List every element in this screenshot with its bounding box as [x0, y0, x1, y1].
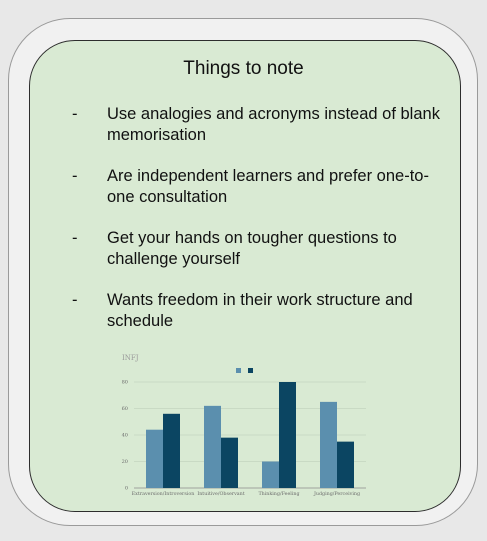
notes-card — [29, 40, 461, 512]
card-title: Things to note — [183, 58, 304, 79]
dash-bullet: - — [72, 167, 78, 185]
note-item: - Are independent learners and prefer on… — [72, 166, 452, 208]
y-tick-label: 60 — [122, 406, 128, 412]
x-category-label: Judging/Perceiving — [313, 491, 360, 497]
y-tick-label: 20 — [122, 459, 128, 465]
note-text: Wants freedom in their work structure an… — [107, 291, 413, 330]
dash-bullet: - — [72, 291, 78, 309]
note-text: Get your hands on tougher questions to c… — [107, 229, 397, 268]
y-tick-label: 80 — [122, 380, 128, 386]
dash-bullet: - — [72, 105, 78, 123]
x-category-label: Extraversion/Introversion — [132, 491, 195, 497]
bar — [320, 401, 337, 488]
bar — [146, 429, 163, 488]
bar — [337, 441, 354, 488]
notes-list: - Use analogies and acronyms instead of … — [72, 104, 452, 352]
bar — [163, 413, 180, 488]
y-tick-label: 40 — [122, 433, 128, 439]
legend-swatch — [248, 368, 253, 373]
bar — [262, 461, 279, 488]
chart-title: INFJ — [122, 354, 139, 362]
infj-bar-chart: INFJ 0 20 40 60 80 Extraversion/Introversion I… — [122, 354, 366, 497]
bar — [279, 382, 296, 488]
dash-bullet: - — [72, 229, 78, 247]
note-text: Are independent learners and prefer one-… — [107, 167, 429, 206]
note-text: Use analogies and acronyms instead of bl… — [107, 105, 440, 144]
note-item: - Use analogies and acronyms instead of … — [72, 104, 452, 146]
y-tick-label: 0 — [125, 486, 128, 492]
note-item: - Wants freedom in their work structure … — [72, 290, 452, 332]
note-item: - Get your hands on tougher questions to… — [72, 228, 452, 270]
bar — [204, 405, 221, 488]
bar — [221, 437, 238, 488]
x-category-label: Intuitive/Observant — [197, 491, 244, 497]
x-category-label: Thinking/Feeling — [258, 491, 299, 497]
legend-swatch — [236, 368, 241, 373]
